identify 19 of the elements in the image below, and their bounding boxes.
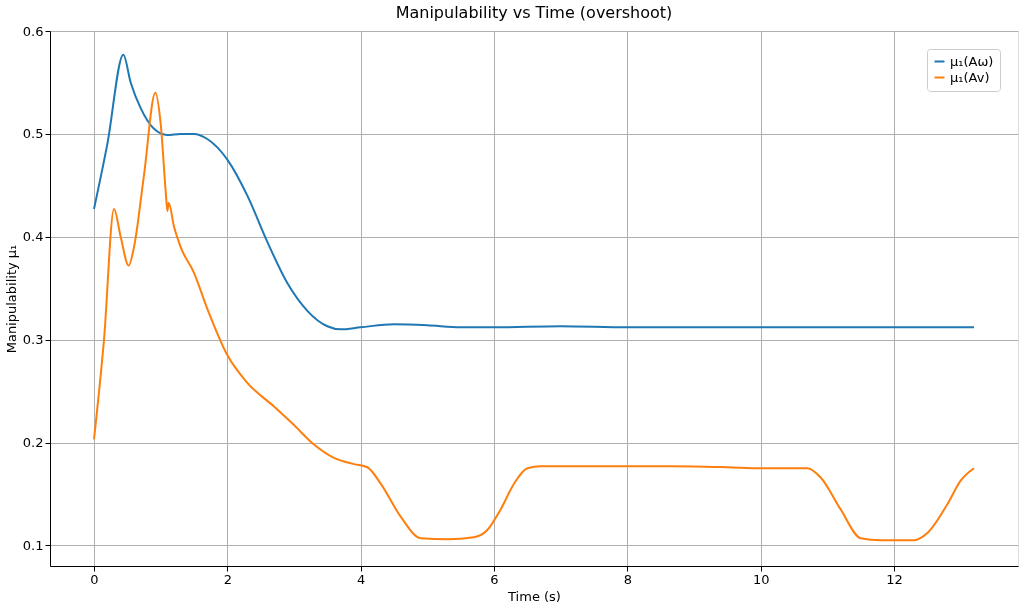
y-tick-label: 0.6 (22, 23, 44, 39)
line-series (93, 91, 975, 542)
x-tick-label: 0 (90, 571, 99, 587)
legend-label: μ₁(Aω) (950, 53, 994, 69)
y-tick-label: 0.1 (22, 537, 44, 553)
y-tick-label: 0.3 (22, 332, 44, 348)
x-tick-label: 10 (752, 571, 770, 587)
x-tick-label: 2 (223, 571, 232, 587)
x-tick-label: 12 (886, 571, 903, 587)
x-tick-label: 8 (623, 571, 632, 587)
x-tick-label: 6 (490, 571, 499, 587)
y-axis-title: Manipulability μ₁ (3, 244, 19, 354)
x-axis-title: Time (s) (507, 588, 561, 604)
x-tick-label: 4 (357, 571, 366, 587)
legend-label: μ₁(Av) (950, 69, 990, 85)
y-tick-label: 0.4 (22, 229, 44, 245)
y-tick-label: 0.2 (22, 435, 44, 451)
chart-title: Manipulability vs Time (overshoot) (395, 3, 673, 22)
y-tick-label: 0.5 (22, 126, 44, 142)
